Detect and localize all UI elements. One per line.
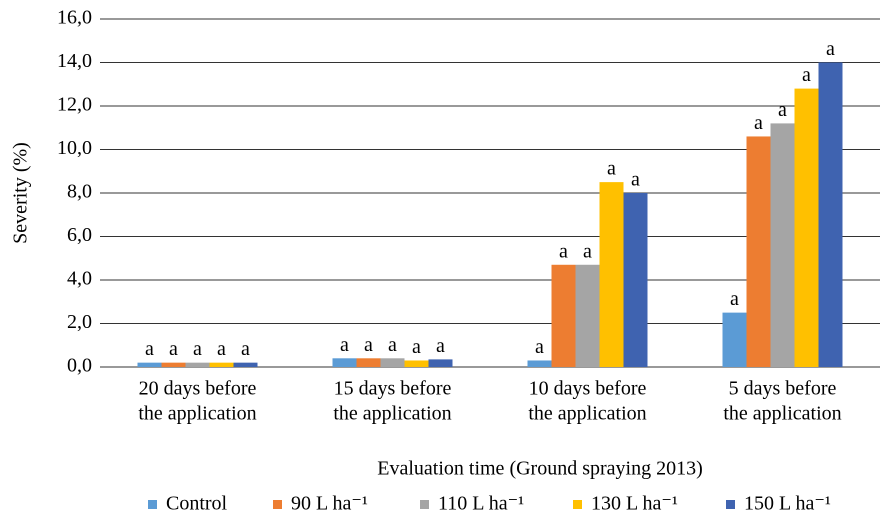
- x-tick-label: 10 days before: [529, 378, 647, 400]
- bar-letter: a: [241, 338, 250, 360]
- bar-letter: a: [535, 336, 544, 358]
- bar-letter: a: [364, 334, 373, 356]
- y-tick-label: 2,0: [67, 311, 92, 333]
- bar-letter: a: [778, 99, 787, 121]
- legend-label: 110 L ha⁻¹: [438, 493, 524, 515]
- x-tick-label: the application: [723, 403, 841, 425]
- bar: [623, 193, 648, 367]
- bar: [233, 362, 258, 367]
- bar: [746, 136, 771, 367]
- y-tick-label: 12,0: [57, 94, 92, 116]
- bar-letter: a: [631, 169, 640, 191]
- bar: [551, 264, 576, 367]
- bar: [209, 362, 234, 367]
- legend-swatch: [273, 500, 282, 509]
- y-tick-label: 10,0: [57, 137, 92, 159]
- bar: [380, 358, 405, 367]
- bar-letter: a: [169, 338, 178, 360]
- y-tick-label: 6,0: [67, 224, 92, 246]
- x-tick-label: 5 days before: [729, 378, 837, 400]
- bar-letter: a: [607, 158, 616, 180]
- bar: [332, 358, 357, 367]
- bar-letter: a: [145, 338, 154, 360]
- legend-swatch: [420, 500, 429, 509]
- bar: [722, 312, 747, 367]
- bar-letter: a: [826, 38, 835, 60]
- bar: [794, 88, 819, 367]
- y-tick-label: 8,0: [67, 181, 92, 203]
- legend-label: 150 L ha⁻¹: [744, 493, 831, 515]
- bar-letter: a: [754, 112, 763, 134]
- bar-letter: a: [193, 338, 202, 360]
- legend-label: Control: [166, 493, 228, 515]
- bar-letter: a: [583, 240, 592, 262]
- bar-letter: a: [217, 338, 226, 360]
- bar: [770, 123, 795, 368]
- bar: [818, 62, 843, 367]
- bar: [575, 264, 600, 367]
- legend-label: 130 L ha⁻¹: [591, 493, 678, 515]
- x-tick-label: the application: [333, 403, 451, 425]
- legend-swatch: [573, 500, 582, 509]
- bar-letter: a: [559, 240, 568, 262]
- y-axis-title: Severity (%): [10, 142, 32, 244]
- x-axis-title: Evaluation time (Ground spraying 2013): [377, 458, 703, 480]
- x-tick-label: 15 days before: [334, 378, 452, 400]
- y-tick-label: 14,0: [57, 50, 92, 72]
- bar: [161, 362, 186, 367]
- bar: [599, 182, 624, 367]
- x-tick-label: the application: [528, 403, 646, 425]
- bar: [356, 358, 381, 367]
- bar-letter: a: [436, 335, 445, 357]
- y-tick-label: 4,0: [67, 268, 92, 290]
- bar-letter: a: [802, 64, 811, 86]
- bar-letter: a: [412, 336, 421, 358]
- bar: [137, 362, 162, 367]
- bar-letter: a: [730, 288, 739, 310]
- legend-swatch: [726, 500, 735, 509]
- bar: [527, 360, 552, 367]
- y-tick-label: 16,0: [57, 7, 92, 29]
- x-tick-label: 20 days before: [139, 378, 257, 400]
- bar: [428, 359, 453, 367]
- bar: [404, 360, 429, 367]
- y-tick-label: 0,0: [67, 355, 92, 377]
- bar-letter: a: [388, 334, 397, 356]
- legend-label: 90 L ha⁻¹: [291, 493, 368, 515]
- x-tick-label: the application: [138, 403, 256, 425]
- legend-swatch: [148, 500, 157, 509]
- bar-letter: a: [340, 334, 349, 356]
- bar: [185, 362, 210, 367]
